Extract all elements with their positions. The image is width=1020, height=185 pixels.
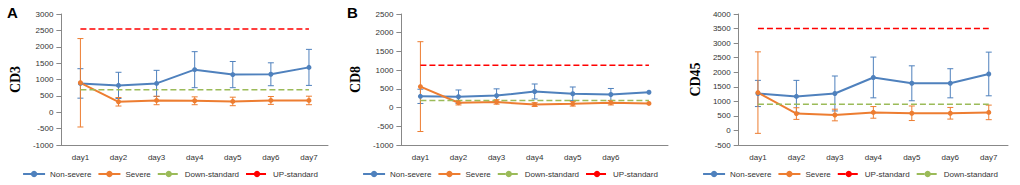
svg-text:-1000: -1000: [373, 141, 394, 150]
svg-text:UP-standard: UP-standard: [273, 170, 318, 179]
svg-text:day3: day3: [488, 153, 506, 162]
svg-text:day5: day5: [224, 153, 242, 162]
svg-text:day5: day5: [903, 153, 921, 162]
svg-text:1500: 1500: [36, 59, 54, 68]
svg-text:1000: 1000: [713, 97, 731, 106]
svg-text:CD8: CD8: [348, 66, 363, 93]
svg-text:3500: 3500: [713, 24, 731, 33]
svg-text:B: B: [347, 4, 358, 21]
svg-text:2000: 2000: [376, 28, 394, 37]
svg-text:0: 0: [49, 108, 54, 117]
svg-text:day4: day4: [526, 153, 544, 162]
svg-text:day2: day2: [110, 153, 128, 162]
svg-text:-500: -500: [377, 122, 394, 131]
svg-text:0: 0: [726, 126, 731, 135]
svg-text:1000: 1000: [36, 75, 54, 84]
svg-text:Severe: Severe: [465, 170, 491, 179]
svg-text:2500: 2500: [36, 26, 54, 35]
svg-text:day3: day3: [148, 153, 166, 162]
svg-text:day5: day5: [564, 153, 582, 162]
svg-text:A: A: [7, 4, 18, 21]
svg-text:-1000: -1000: [33, 141, 54, 150]
svg-text:500: 500: [380, 84, 394, 93]
svg-text:day6: day6: [262, 153, 280, 162]
svg-text:1500: 1500: [376, 47, 394, 56]
svg-text:day3: day3: [826, 153, 844, 162]
svg-text:day7: day7: [300, 153, 318, 162]
svg-text:Non-severe: Non-severe: [730, 170, 772, 179]
svg-text:2000: 2000: [36, 42, 54, 51]
svg-text:500: 500: [717, 111, 731, 120]
svg-text:-500: -500: [37, 124, 54, 133]
svg-text:day1: day1: [749, 153, 767, 162]
svg-text:day4: day4: [186, 153, 204, 162]
svg-text:3000: 3000: [36, 10, 54, 19]
svg-text:day1: day1: [72, 153, 90, 162]
svg-text:4000: 4000: [713, 10, 731, 19]
svg-text:Non-severe: Non-severe: [50, 170, 92, 179]
svg-text:1500: 1500: [713, 82, 731, 91]
svg-text:UP-standard: UP-standard: [865, 170, 910, 179]
svg-text:Down-standard: Down-standard: [944, 170, 998, 179]
svg-text:day6: day6: [942, 153, 960, 162]
svg-text:CD45: CD45: [688, 62, 703, 96]
svg-text:day7: day7: [980, 153, 998, 162]
svg-text:2000: 2000: [713, 68, 731, 77]
svg-text:day4: day4: [865, 153, 883, 162]
svg-text:1000: 1000: [376, 66, 394, 75]
svg-text:Severe: Severe: [125, 170, 151, 179]
svg-text:3000: 3000: [713, 39, 731, 48]
svg-text:CD3: CD3: [8, 66, 23, 93]
svg-text:0: 0: [389, 103, 394, 112]
svg-text:2500: 2500: [376, 10, 394, 19]
svg-text:500: 500: [40, 91, 54, 100]
svg-text:Down-standard: Down-standard: [525, 170, 579, 179]
svg-text:Non-severe: Non-severe: [390, 170, 432, 179]
svg-text:day1: day1: [412, 153, 430, 162]
svg-text:UP-standard: UP-standard: [613, 170, 658, 179]
svg-text:-500: -500: [715, 141, 732, 150]
svg-text:Severe: Severe: [805, 170, 831, 179]
svg-text:day6: day6: [602, 153, 620, 162]
svg-text:Down-standard: Down-standard: [185, 170, 239, 179]
svg-text:day2: day2: [450, 153, 468, 162]
svg-text:2500: 2500: [713, 53, 731, 62]
svg-text:day2: day2: [788, 153, 806, 162]
